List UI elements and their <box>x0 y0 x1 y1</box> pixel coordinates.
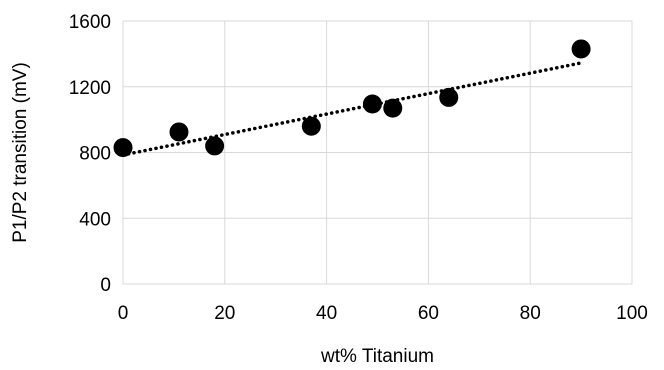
data-point <box>169 122 188 141</box>
y-tick-label: 1600 <box>69 12 111 33</box>
y-axis-ticks: 0 400 800 1200 1600 <box>69 12 111 296</box>
x-tick-label: 80 <box>520 303 541 324</box>
y-tick-label: 400 <box>79 209 111 230</box>
data-points <box>114 39 591 157</box>
x-tick-label: 60 <box>418 303 439 324</box>
x-tick-label: 20 <box>214 303 235 324</box>
data-point <box>439 88 458 107</box>
grid-lines <box>123 21 632 284</box>
x-tick-label: 100 <box>616 303 648 324</box>
data-point <box>572 39 591 58</box>
data-point <box>383 99 402 118</box>
data-point <box>363 95 382 114</box>
x-axis-ticks: 0 20 40 60 80 100 <box>118 303 648 324</box>
y-tick-label: 800 <box>79 144 111 165</box>
x-axis-label: wt% Titanium <box>320 346 434 367</box>
data-point <box>302 117 321 136</box>
data-point <box>114 138 133 157</box>
x-tick-label: 40 <box>316 303 337 324</box>
y-tick-label: 1200 <box>69 78 111 99</box>
trendline <box>123 63 581 155</box>
x-tick-label: 0 <box>118 303 129 324</box>
y-tick-label: 0 <box>100 275 111 296</box>
y-axis-label: P1/P2 transition (mV) <box>10 62 31 243</box>
data-point <box>205 136 224 155</box>
